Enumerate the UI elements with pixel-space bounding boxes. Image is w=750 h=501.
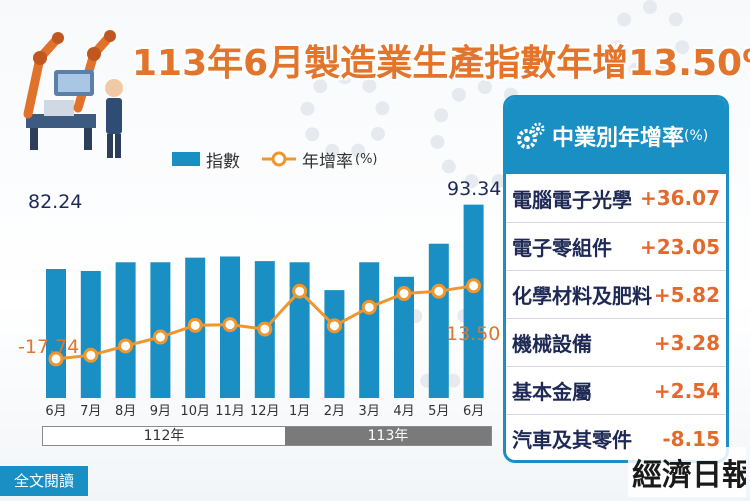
data-label-first-bar: 82.24 [28, 191, 82, 213]
list-item: 化學材料及肥料 +5.82 [506, 270, 726, 318]
index-bar [463, 204, 484, 398]
x-tick-label: 9月 [150, 404, 171, 419]
growth-point [431, 283, 447, 299]
legend-line-swatch [262, 151, 296, 167]
growth-point [326, 318, 342, 334]
x-tick-label: 6月 [45, 404, 66, 419]
legend-line-unit: (%) [355, 151, 378, 167]
growth-point [83, 347, 99, 363]
index-bar [46, 269, 66, 398]
list-item: 機械設備 +3.28 [506, 318, 726, 366]
growth-point [48, 351, 64, 367]
full-text-button[interactable]: 全文閱讀 [0, 466, 88, 496]
growth-point [187, 317, 203, 333]
index-bar [428, 243, 449, 398]
x-tick-label: 8月 [115, 404, 136, 419]
x-tick-label: 10月 [180, 404, 210, 419]
robot-arm-illustration [23, 30, 123, 158]
growth-point [152, 329, 168, 345]
page-title: 113年6月製造業生產指數年增13.50% [132, 43, 750, 84]
panel-rows: 電腦電子光學 +36.07 電子零組件 +23.05 化學材料及肥料 +5.82… [506, 174, 726, 460]
chart-legend: 指數 年增率 (%) [172, 146, 378, 172]
list-item: 電腦電子光學 +36.07 [506, 174, 726, 222]
industry-name: 電子零組件 [512, 236, 612, 260]
x-tick-label: 1月 [289, 404, 310, 419]
industry-name: 機械設備 [512, 332, 592, 356]
list-item: 電子零組件 +23.05 [506, 222, 726, 270]
industry-name: 基本金屬 [512, 380, 592, 404]
x-tick-label: 4月 [393, 404, 414, 419]
x-tick-label: 5月 [428, 404, 449, 419]
x-tick-label: 2月 [324, 404, 345, 419]
x-tick-label: 3月 [359, 404, 380, 419]
growth-point [222, 317, 238, 333]
x-tick-label: 7月 [80, 404, 101, 419]
year-axis-bar: 112年 113年 [42, 426, 492, 446]
panel-header: 中業別年增率 (%) [506, 98, 726, 174]
industry-name: 化學材料及肥料 [512, 284, 652, 308]
industry-growth-value: +36.07 [639, 186, 720, 210]
data-label-last-bar: 93.34 [447, 178, 501, 200]
industry-name: 汽車及其零件 [512, 428, 632, 452]
index-bar [115, 262, 136, 398]
data-label-last-growth: 13.50 [446, 323, 500, 345]
panel-unit: (%) [684, 128, 709, 144]
panel-title: 中業別年增率 [552, 126, 685, 151]
list-item: 汽車及其零件 -8.15 [506, 414, 726, 460]
growth-point [361, 299, 377, 315]
industry-growth-value: +2.54 [653, 378, 720, 403]
year-112-label: 112年 [43, 427, 285, 445]
index-bar [80, 270, 101, 398]
gear-icon [517, 122, 545, 149]
year-113-label: 113年 [285, 427, 491, 445]
list-item: 基本金屬 +2.54 [506, 366, 726, 414]
index-bar [324, 290, 345, 398]
growth-point [396, 286, 412, 302]
legend-bar-swatch [172, 152, 200, 166]
x-tick-label: 12月 [250, 404, 280, 419]
svg-text:經濟日報: 經濟日報 [632, 458, 746, 493]
growth-point [292, 283, 308, 299]
industry-growth-value: +5.82 [653, 282, 720, 307]
industry-growth-value: +3.28 [653, 330, 720, 355]
industry-growth-value: -8.15 [662, 426, 720, 451]
data-label-first-growth: -17.74 [18, 336, 79, 358]
growth-point [466, 278, 482, 294]
newspaper-logo: 經濟日報 [628, 447, 746, 497]
industry-growth-panel: 中業別年增率 (%) 電腦電子光學 +36.07 電子零組件 +23.05 化學… [503, 95, 729, 463]
x-tick-label: 11月 [215, 404, 245, 419]
legend-line-label: 年增率 [302, 151, 353, 172]
legend-bar-label: 指數 [206, 151, 240, 172]
index-bar [394, 276, 414, 398]
industry-name: 電腦電子光學 [512, 187, 632, 212]
industry-growth-value: +23.05 [639, 234, 720, 259]
x-tick-label: 6月 [463, 404, 484, 419]
index-bar [289, 262, 310, 398]
growth-point [118, 338, 134, 354]
index-bar [359, 262, 380, 398]
growth-point [257, 321, 273, 337]
